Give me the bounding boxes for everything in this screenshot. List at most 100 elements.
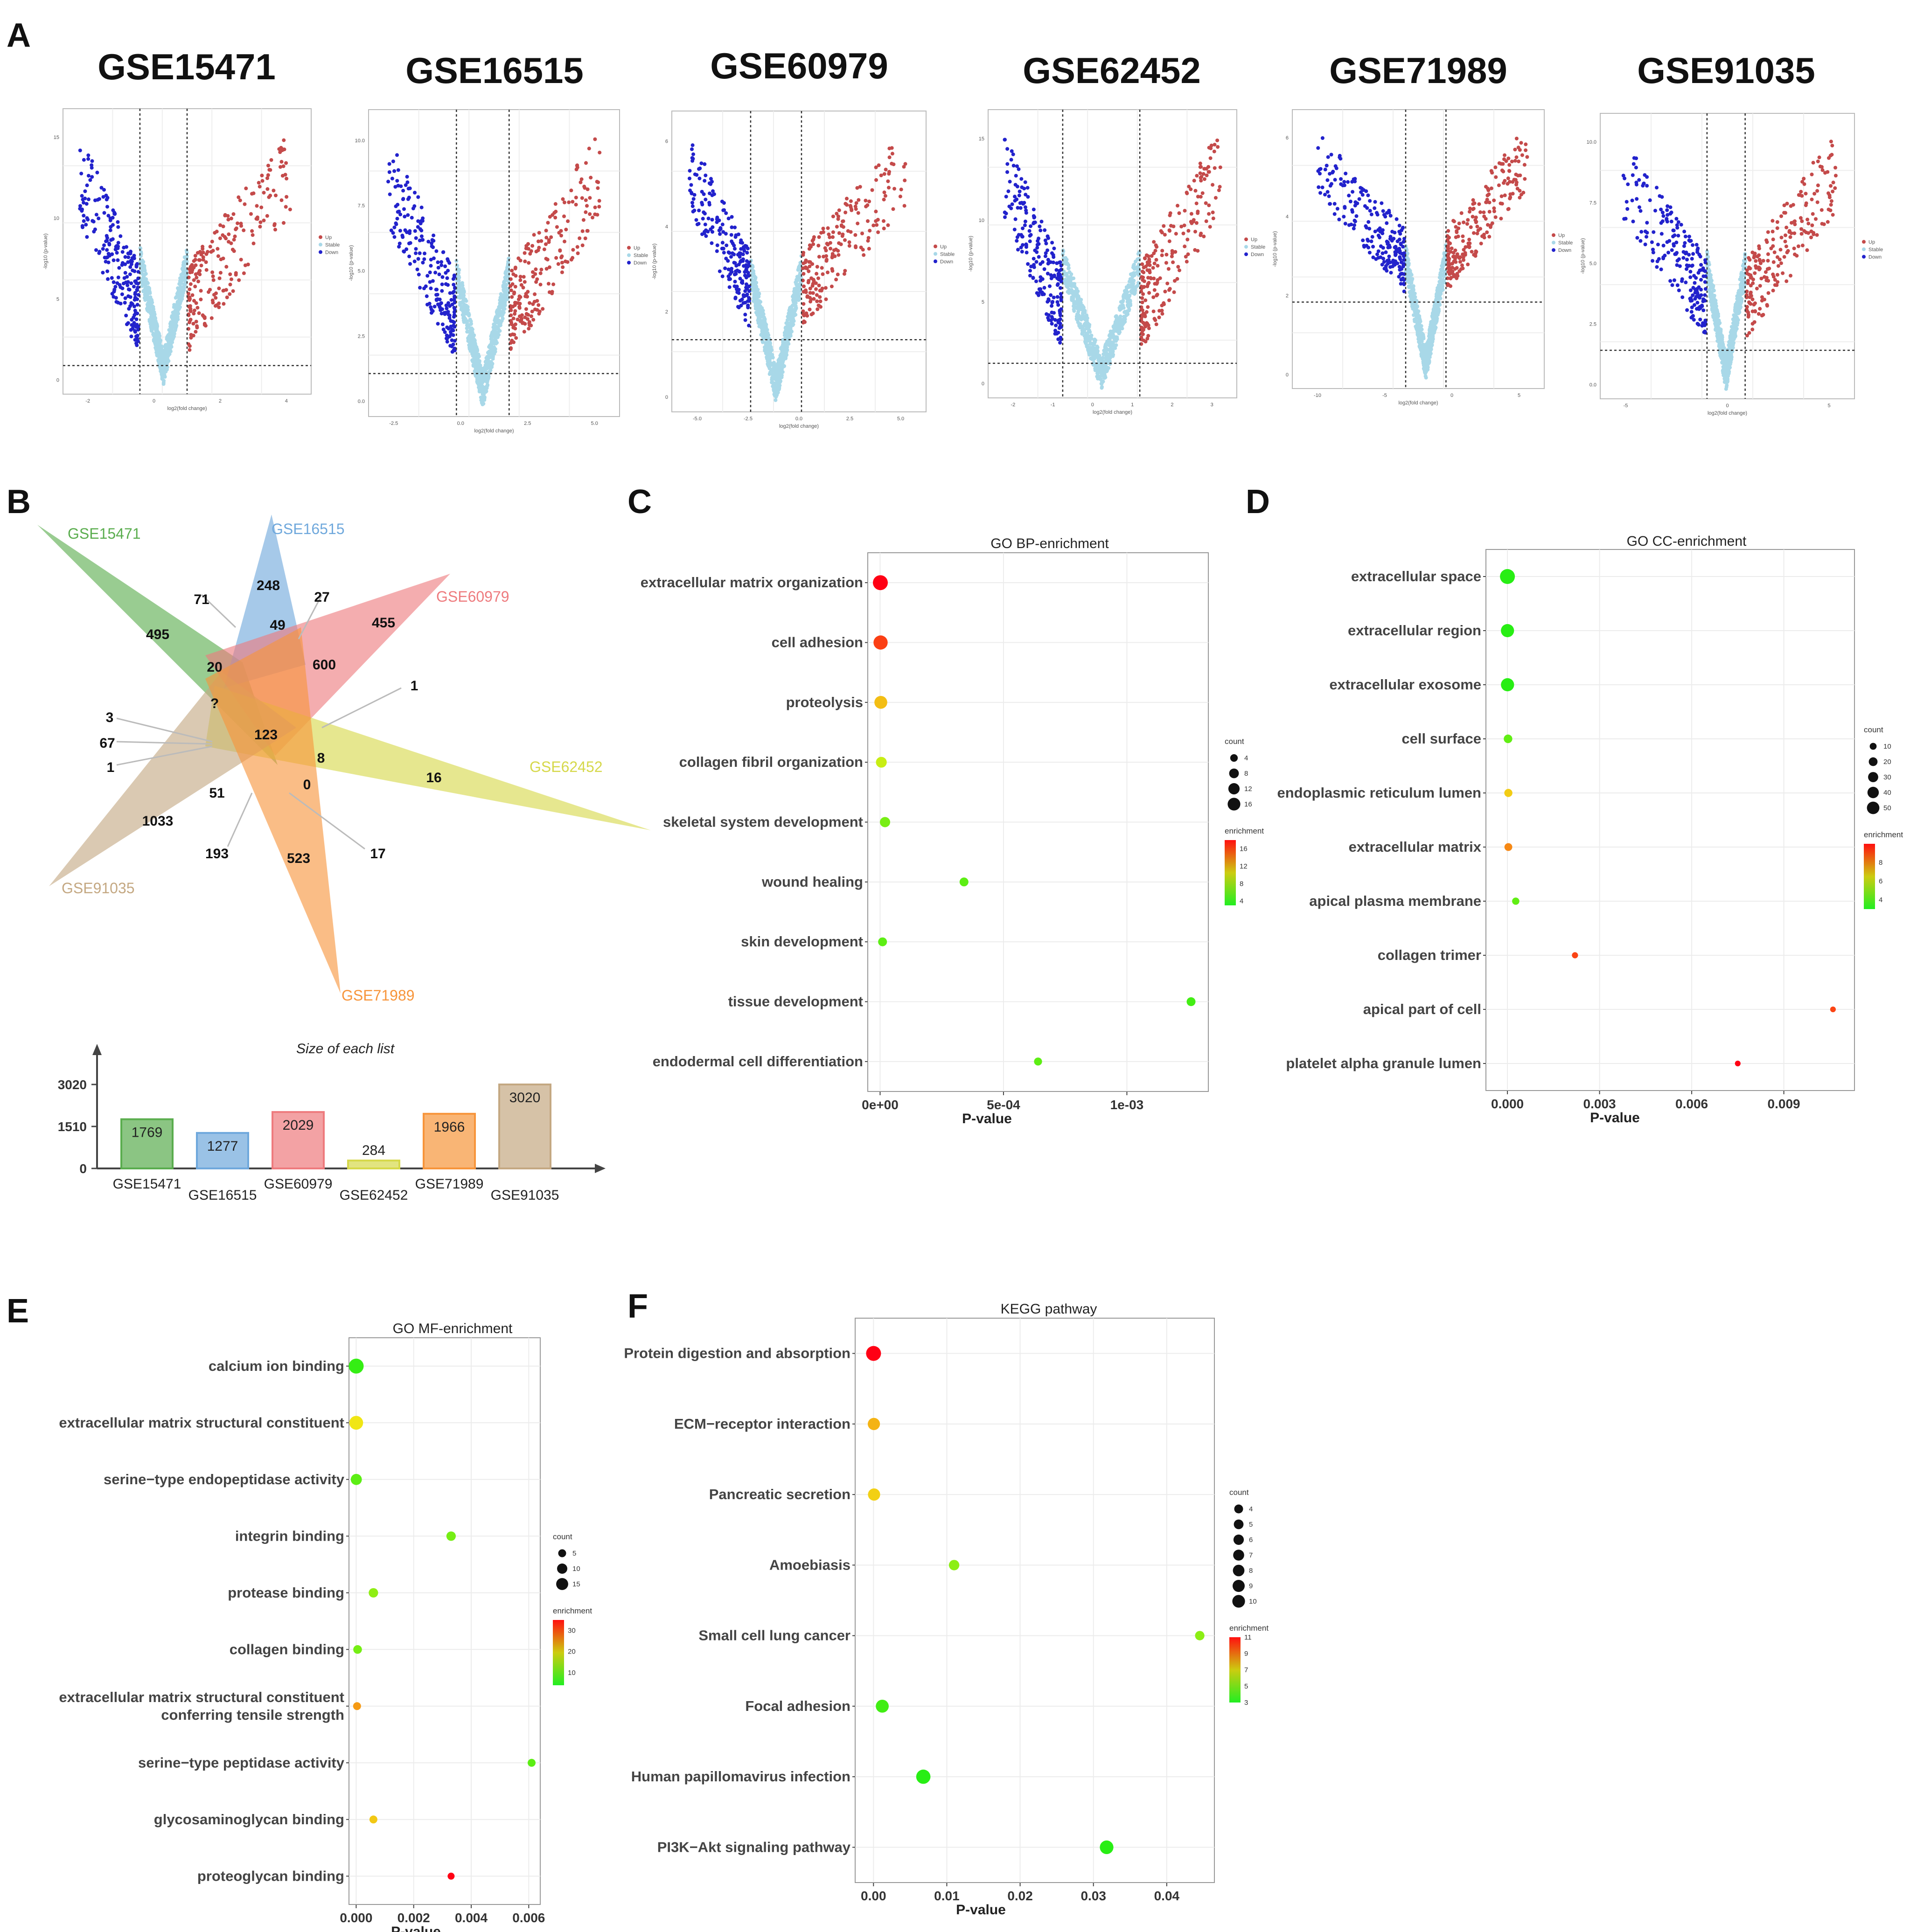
point-stable [457, 271, 460, 275]
point-stable [770, 354, 774, 359]
point-up [535, 299, 539, 303]
point-up [188, 320, 191, 325]
point-down [1005, 170, 1009, 174]
point-up [250, 229, 254, 233]
point-up [575, 245, 579, 249]
point-up [197, 311, 201, 315]
point-down [1011, 164, 1016, 168]
point-up [868, 229, 872, 233]
point-down [734, 233, 738, 237]
point-stable [163, 361, 167, 365]
point-up [194, 263, 198, 267]
point-up [1211, 183, 1215, 187]
point-up [259, 205, 264, 209]
point-down [135, 288, 139, 292]
point-up [532, 233, 536, 237]
point-down [733, 279, 737, 284]
point-stable [162, 369, 166, 374]
point-down [690, 143, 695, 147]
point-up [279, 198, 284, 202]
point-up [218, 223, 223, 227]
point-up [1142, 265, 1146, 270]
point-up [1181, 231, 1185, 236]
point-up [195, 251, 200, 255]
point-up [569, 188, 573, 193]
legend-dot [1244, 252, 1248, 257]
point-up [884, 167, 888, 172]
point-stable [774, 377, 779, 382]
legend-dot [627, 261, 631, 265]
point-down [92, 229, 96, 234]
point-stable [1129, 289, 1133, 293]
point-up [273, 228, 277, 232]
point-down [106, 277, 110, 281]
point-up [244, 186, 248, 190]
point-down [1027, 229, 1032, 233]
point-down [407, 254, 411, 258]
point-down [429, 264, 433, 268]
point-down [95, 170, 99, 174]
point-stable [774, 398, 778, 402]
point-up [265, 187, 270, 191]
point-up [1199, 179, 1203, 183]
point-down [398, 229, 402, 233]
point-down [1037, 242, 1041, 246]
point-stable [476, 352, 481, 356]
point-up [1167, 239, 1171, 243]
point-stable [1132, 267, 1136, 271]
point-stable [150, 328, 154, 332]
point-down [745, 292, 749, 297]
point-down [414, 247, 418, 251]
point-up [511, 316, 516, 320]
point-down [132, 321, 136, 325]
point-down [1049, 293, 1053, 297]
point-up [528, 252, 532, 256]
point-stable [154, 340, 159, 344]
point-up [829, 247, 833, 250]
point-down [1052, 246, 1056, 250]
point-stable [178, 301, 182, 305]
legend-dot [934, 259, 937, 264]
panel-letter-d: D [1246, 483, 1270, 521]
point-stable [769, 371, 773, 375]
point-down [109, 225, 113, 229]
point-stable [1067, 266, 1071, 270]
point-up [233, 234, 237, 238]
point-down [401, 197, 405, 201]
point-down [1054, 323, 1058, 327]
x-tick-label: 1 [1131, 402, 1134, 408]
point-stable [791, 323, 795, 327]
point-stable [1112, 343, 1116, 347]
point-up [219, 257, 223, 261]
panel-letter-b: B [7, 483, 31, 521]
point-down [94, 248, 98, 252]
volcano-title: GSE60979 [710, 45, 888, 86]
point-stable [1096, 363, 1100, 368]
point-up [561, 265, 565, 269]
point-up [560, 270, 564, 274]
point-up [208, 288, 212, 292]
point-stable [154, 322, 159, 327]
point-up [871, 223, 876, 228]
point-up [513, 285, 517, 289]
point-stable [772, 381, 776, 385]
point-down [429, 311, 433, 315]
point-up [826, 271, 830, 274]
point-up [596, 180, 600, 184]
point-up [1183, 244, 1187, 249]
point-up [1164, 252, 1169, 257]
point-down [1050, 315, 1054, 319]
point-up [228, 283, 232, 286]
point-down [1049, 273, 1053, 277]
point-down [723, 266, 727, 271]
point-up [1185, 259, 1189, 264]
point-down [105, 255, 110, 259]
point-down [105, 197, 109, 202]
point-down [392, 169, 397, 173]
point-up [1164, 261, 1168, 265]
point-down [395, 153, 399, 157]
point-up [559, 234, 563, 238]
point-up [903, 178, 907, 182]
point-up [1199, 165, 1203, 169]
point-up [254, 217, 258, 221]
